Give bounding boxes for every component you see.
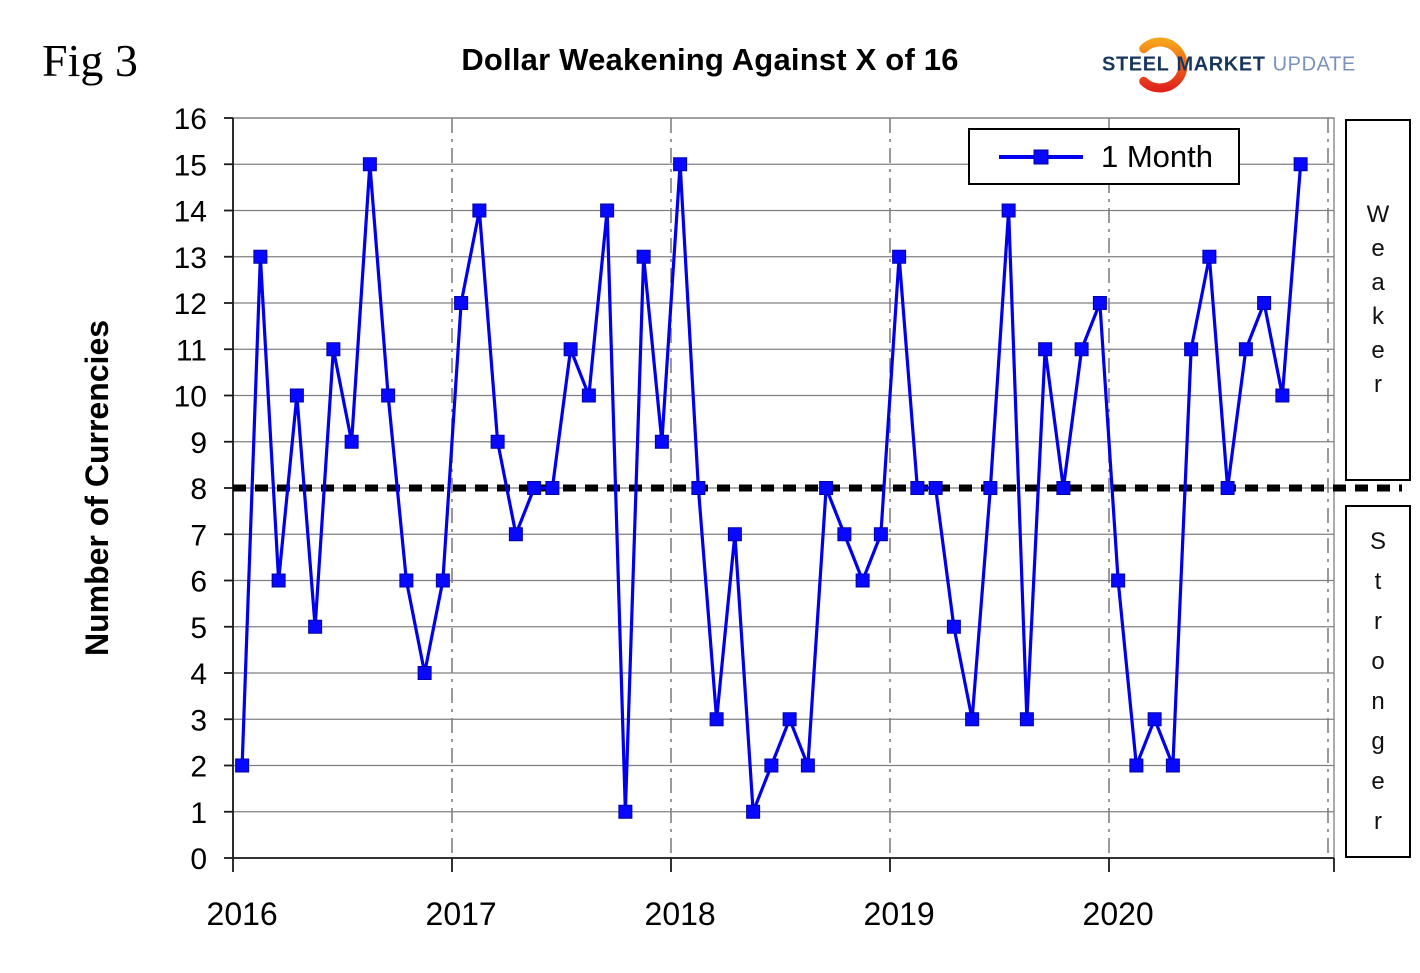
x-year-label: 2019 xyxy=(864,896,935,932)
data-point-marker xyxy=(235,758,250,773)
data-point-marker xyxy=(253,249,268,264)
data-point-marker xyxy=(946,619,961,634)
x-year-label: 2020 xyxy=(1083,896,1154,932)
y-tick-label: 16 xyxy=(174,103,207,136)
data-point-marker xyxy=(435,573,450,588)
data-point-marker xyxy=(289,388,304,403)
logo-word-steel: STEEL xyxy=(1102,53,1170,76)
data-point-marker xyxy=(1202,249,1217,264)
y-tick-label: 14 xyxy=(174,196,207,229)
logo-word-market: MARKET xyxy=(1176,53,1266,76)
logo-word-update: UPDATE xyxy=(1272,53,1356,76)
data-point-marker xyxy=(454,296,469,310)
y-tick-label: 0 xyxy=(190,843,207,876)
data-point-marker xyxy=(892,249,907,264)
data-point-marker xyxy=(1111,573,1126,588)
data-point-marker xyxy=(308,619,323,634)
data-point-marker xyxy=(1257,296,1272,310)
y-tick-label: 10 xyxy=(174,381,207,414)
data-point-marker xyxy=(764,758,779,773)
data-point-marker xyxy=(1293,157,1308,172)
data-point-marker xyxy=(1001,203,1016,218)
y-tick-label: 12 xyxy=(174,288,207,321)
data-point-marker xyxy=(654,434,669,449)
legend-line-marker-icon xyxy=(998,149,1083,164)
data-point-marker xyxy=(545,481,560,495)
x-year-label: 2017 xyxy=(426,896,497,932)
y-tick-label: 6 xyxy=(190,566,207,599)
data-point-marker xyxy=(636,249,651,264)
data-point-marker xyxy=(1056,481,1071,495)
y-tick-label: 3 xyxy=(190,704,207,737)
logo-swoosh-icon xyxy=(1139,37,1188,93)
data-point-marker xyxy=(910,481,925,495)
data-point-marker xyxy=(965,712,980,727)
data-point-marker xyxy=(1019,712,1034,727)
data-point-marker xyxy=(417,666,432,680)
data-point-marker xyxy=(782,712,797,727)
y-tick-label: 4 xyxy=(190,658,207,691)
data-point-marker xyxy=(490,434,505,449)
data-point-marker xyxy=(1129,758,1144,773)
data-point-marker xyxy=(618,804,633,819)
figure-number: Fig 3 xyxy=(42,35,138,86)
y-tick-label: 9 xyxy=(190,427,207,460)
data-point-marker xyxy=(673,157,688,172)
y-tick-label: 7 xyxy=(190,519,207,552)
data-point-marker xyxy=(581,388,596,403)
data-point-marker xyxy=(873,527,888,542)
weaker-label: W e a k e r xyxy=(1366,201,1390,398)
data-point-marker xyxy=(837,527,852,542)
data-point-marker xyxy=(983,481,998,495)
data-point-marker xyxy=(1238,342,1253,357)
data-point-marker xyxy=(271,573,286,588)
x-year-label: 2016 xyxy=(207,896,278,932)
data-point-marker xyxy=(709,712,724,727)
legend: 1 Month xyxy=(968,128,1240,185)
data-point-marker xyxy=(326,342,341,357)
data-point-marker xyxy=(399,573,414,588)
chart-title: Dollar Weakening Against X of 16 xyxy=(461,42,959,77)
y-tick-label: 2 xyxy=(190,751,207,784)
data-point-marker xyxy=(1147,712,1162,727)
data-point-marker xyxy=(855,573,870,588)
data-point-marker xyxy=(472,203,487,218)
y-tick-label: 5 xyxy=(190,612,207,645)
data-point-marker xyxy=(600,203,615,218)
data-point-marker xyxy=(691,481,706,495)
logo-text: STEEL MARKET UPDATE xyxy=(1102,54,1356,77)
data-point-marker xyxy=(1165,758,1180,773)
legend-label: 1 Month xyxy=(1100,138,1213,174)
data-point-marker xyxy=(381,388,396,403)
stronger-annotation-box: S t r o n g e r xyxy=(1345,505,1411,858)
data-point-marker xyxy=(1092,296,1107,310)
y-tick-label: 15 xyxy=(174,149,207,182)
y-tick-label: 8 xyxy=(190,473,207,506)
data-point-marker xyxy=(527,481,542,495)
y-tick-label: 1 xyxy=(190,797,207,830)
data-point-marker xyxy=(1038,342,1053,357)
data-point-marker xyxy=(1184,342,1199,357)
y-tick-label: 11 xyxy=(176,334,207,367)
data-point-marker xyxy=(819,481,834,495)
steel-market-update-logo: STEEL MARKET UPDATE xyxy=(1092,34,1355,96)
data-point-marker xyxy=(344,434,359,449)
y-tick-label: 13 xyxy=(174,242,207,275)
stronger-label: S t r o n g e r xyxy=(1369,527,1386,835)
data-point-marker xyxy=(800,758,815,773)
y-axis-title: Number of Currencies xyxy=(79,320,115,656)
weaker-annotation-box: W e a k e r xyxy=(1345,119,1411,481)
data-point-marker xyxy=(508,527,523,542)
data-point-marker xyxy=(362,157,377,172)
data-point-marker xyxy=(746,804,761,819)
data-point-marker xyxy=(563,342,578,357)
data-point-marker xyxy=(1275,388,1290,403)
data-point-marker xyxy=(1220,481,1235,495)
data-point-marker xyxy=(727,527,742,542)
x-year-label: 2018 xyxy=(645,896,716,932)
data-point-marker xyxy=(928,481,943,495)
data-point-marker xyxy=(1074,342,1089,357)
